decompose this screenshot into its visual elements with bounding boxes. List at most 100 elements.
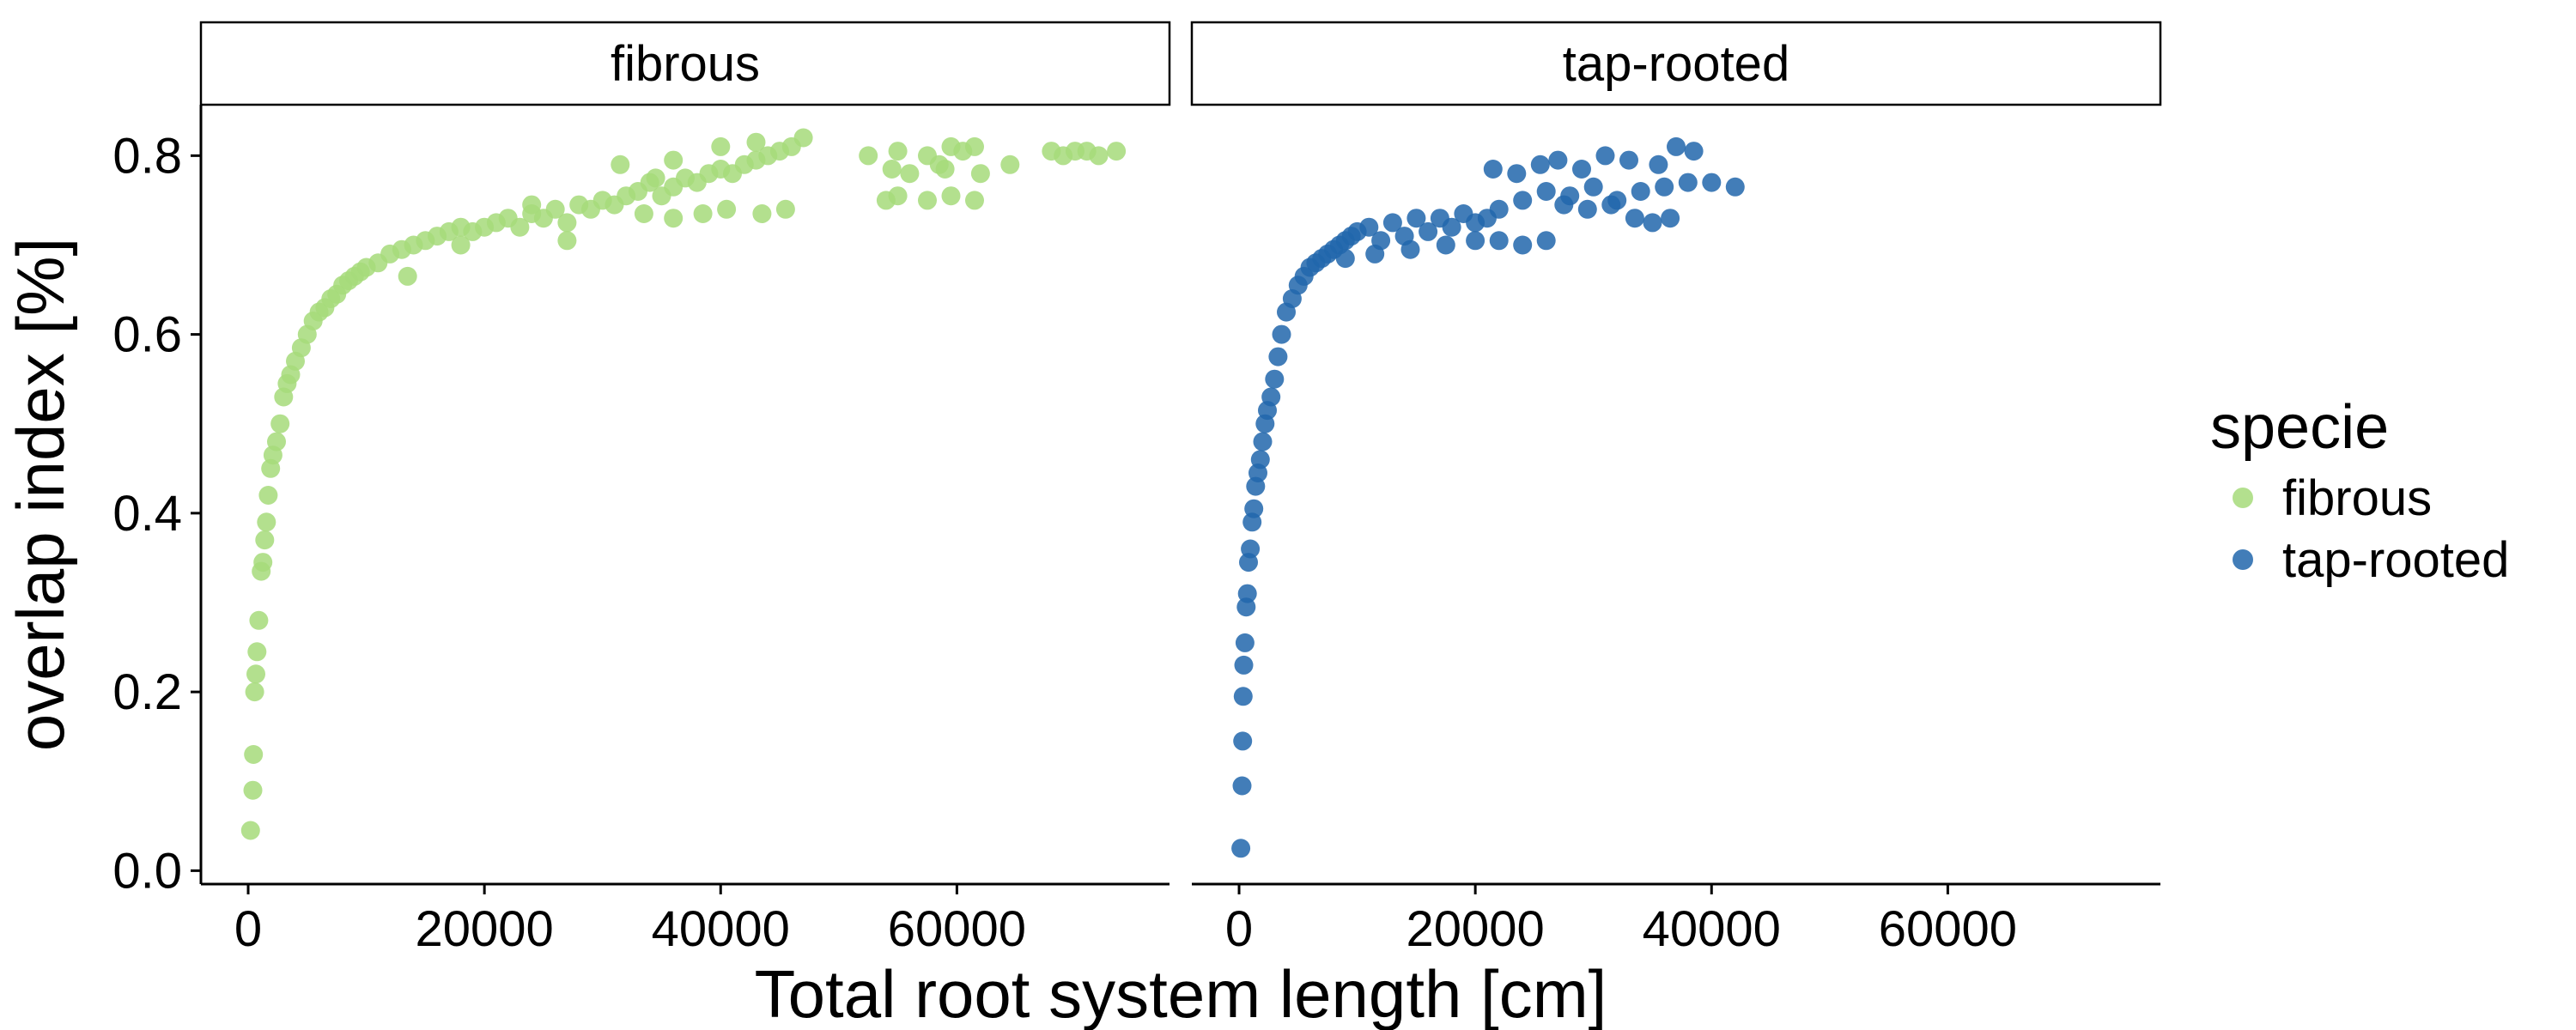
- y-axis-title: overlap index [%]: [3, 238, 78, 751]
- x-tick-label: 40000: [652, 901, 790, 957]
- legend-marker-fibrous: [2233, 488, 2253, 508]
- data-point-fibrous: [246, 664, 265, 684]
- data-point-tap-rooted: [1436, 235, 1455, 255]
- data-point-fibrous: [245, 682, 264, 702]
- data-point-tap-rooted: [1583, 177, 1603, 197]
- data-point-tap-rooted: [1365, 244, 1385, 264]
- data-point-fibrous: [664, 209, 683, 228]
- data-point-fibrous: [557, 213, 577, 233]
- x-tick-label: 0: [234, 901, 262, 957]
- data-point-fibrous: [693, 204, 713, 223]
- x-tick-label: 0: [1225, 901, 1253, 957]
- data-point-tap-rooted: [1548, 150, 1568, 170]
- y-tick-label: 0.8: [112, 128, 182, 184]
- data-point-tap-rooted: [1235, 633, 1255, 652]
- data-point-fibrous: [888, 142, 908, 161]
- data-point-tap-rooted: [1234, 655, 1254, 675]
- data-point-tap-rooted: [1244, 499, 1264, 518]
- data-point-fibrous: [243, 780, 263, 800]
- data-point-fibrous: [522, 195, 542, 215]
- strip-fibrous: [199, 21, 1171, 106]
- data-point-tap-rooted: [1684, 142, 1704, 161]
- data-point-tap-rooted: [1400, 239, 1420, 259]
- data-point-tap-rooted: [1577, 199, 1597, 219]
- data-point-tap-rooted: [1649, 154, 1668, 174]
- points-fibrous: [240, 128, 1127, 840]
- data-point-fibrous: [240, 821, 260, 840]
- data-point-tap-rooted: [1232, 776, 1252, 796]
- data-point-fibrous: [793, 128, 813, 148]
- data-point-tap-rooted: [1250, 450, 1270, 470]
- x-tick-label: 20000: [1406, 901, 1544, 957]
- data-point-tap-rooted: [1237, 584, 1257, 603]
- data-point-tap-rooted: [1513, 191, 1533, 210]
- data-point-fibrous: [888, 186, 908, 206]
- data-point-tap-rooted: [1233, 731, 1253, 751]
- data-point-fibrous: [935, 160, 955, 179]
- data-point-tap-rooted: [1419, 221, 1438, 241]
- data-point-tap-rooted: [1595, 146, 1615, 166]
- data-point-fibrous: [253, 553, 273, 573]
- data-point-tap-rooted: [1261, 387, 1281, 407]
- data-point-fibrous: [267, 432, 286, 451]
- data-point-fibrous: [746, 132, 766, 152]
- data-point-tap-rooted: [1489, 199, 1509, 219]
- data-point-tap-rooted: [1507, 164, 1527, 184]
- data-point-fibrous: [510, 217, 530, 237]
- data-point-tap-rooted: [1253, 432, 1273, 451]
- data-point-fibrous: [711, 136, 731, 156]
- data-point-tap-rooted: [1572, 160, 1591, 179]
- data-point-tap-rooted: [1489, 231, 1509, 251]
- legend-marker-tap-rooted: [2233, 549, 2253, 570]
- legend: specie fibrous tap-rooted: [2210, 393, 2509, 588]
- data-point-fibrous: [1089, 146, 1109, 166]
- data-point-tap-rooted: [1725, 177, 1745, 197]
- data-point-tap-rooted: [1619, 150, 1638, 170]
- legend-label-fibrous: fibrous: [2282, 470, 2432, 526]
- data-point-fibrous: [398, 266, 417, 286]
- data-point-tap-rooted: [1231, 839, 1251, 858]
- data-point-fibrous: [557, 231, 577, 251]
- x-tick-label: 20000: [415, 901, 553, 957]
- data-point-tap-rooted: [1631, 182, 1650, 201]
- data-point-tap-rooted: [1536, 231, 1556, 251]
- data-point-fibrous: [451, 235, 471, 255]
- data-point-fibrous: [244, 745, 264, 764]
- x-ticks-tap-rooted: 0 20000 40000 60000: [1225, 884, 2017, 957]
- data-point-fibrous: [965, 191, 984, 210]
- data-point-fibrous: [545, 199, 565, 219]
- x-tick-label: 60000: [888, 901, 1026, 957]
- data-point-tap-rooted: [1382, 213, 1402, 233]
- data-point-tap-rooted: [1442, 217, 1461, 237]
- data-point-tap-rooted: [1359, 217, 1379, 237]
- data-point-tap-rooted: [1513, 235, 1533, 255]
- data-point-fibrous: [965, 136, 984, 156]
- data-point-fibrous: [249, 610, 269, 630]
- data-point-fibrous: [859, 146, 878, 166]
- legend-label-tap-rooted: tap-rooted: [2282, 532, 2509, 588]
- data-point-tap-rooted: [1241, 539, 1261, 559]
- data-point-fibrous: [257, 512, 276, 532]
- points-tap-rooted: [1231, 136, 1745, 858]
- data-point-fibrous: [900, 164, 920, 184]
- x-axis-title: Total root system length [cm]: [755, 956, 1607, 1030]
- data-point-tap-rooted: [1530, 154, 1550, 174]
- strip-label-tap-rooted: tap-rooted: [1563, 36, 1789, 92]
- data-point-tap-rooted: [1268, 347, 1288, 367]
- legend-title: specie: [2210, 393, 2389, 462]
- data-point-tap-rooted: [1265, 369, 1285, 389]
- data-point-fibrous: [775, 199, 795, 219]
- data-point-fibrous: [752, 204, 772, 223]
- data-point-fibrous: [270, 414, 290, 433]
- strip-tap-rooted: [1190, 21, 2162, 106]
- data-point-fibrous: [664, 150, 683, 170]
- data-point-tap-rooted: [1466, 231, 1485, 251]
- data-point-fibrous: [941, 186, 961, 206]
- data-point-fibrous: [258, 486, 278, 505]
- data-point-tap-rooted: [1678, 173, 1698, 192]
- data-point-tap-rooted: [1625, 209, 1644, 228]
- x-ticks-fibrous: 0 20000 40000 60000: [234, 884, 1026, 957]
- data-point-fibrous: [247, 642, 267, 662]
- y-tick-label: 0.6: [112, 307, 182, 363]
